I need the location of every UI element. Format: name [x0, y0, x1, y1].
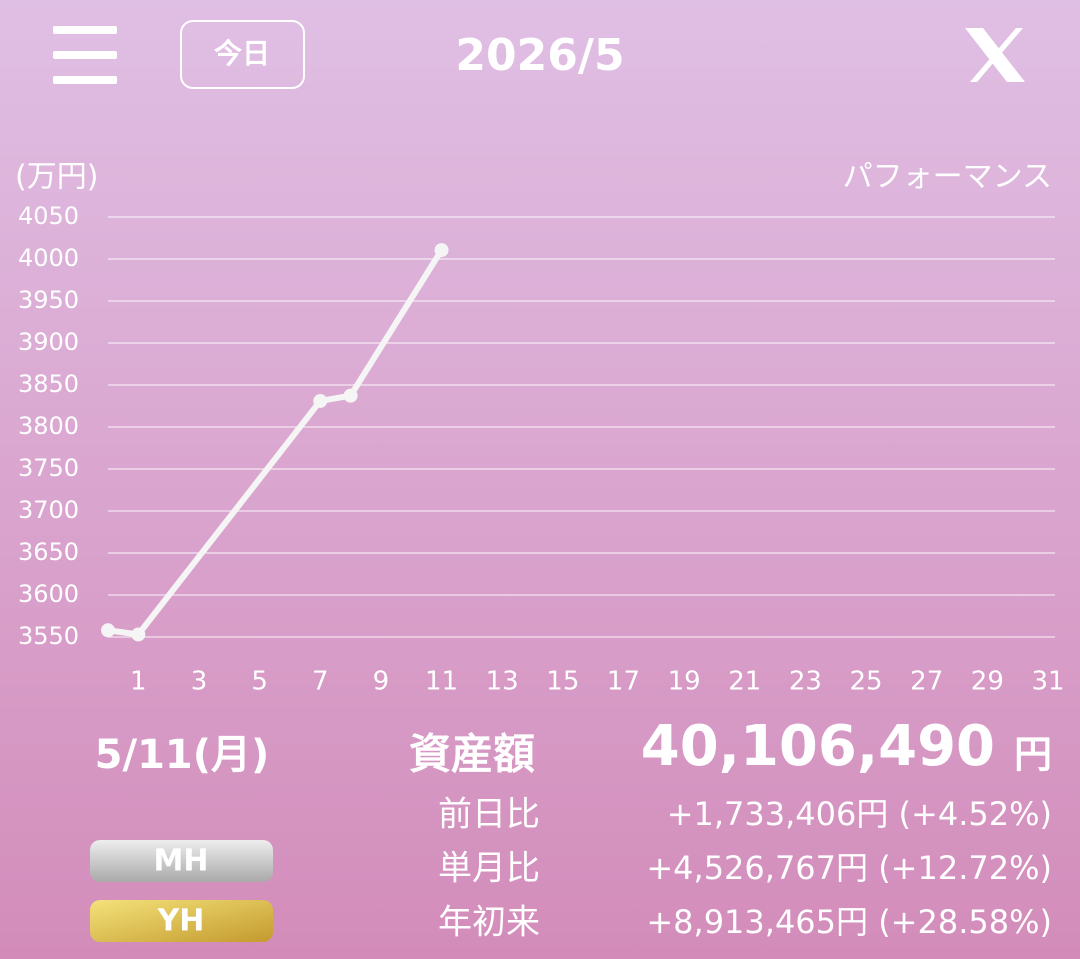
- today-label[interactable]: 今日: [214, 37, 270, 70]
- x-tick-label: 13: [486, 667, 519, 697]
- row-value: +1,733,406円 (+4.52%): [667, 795, 1052, 833]
- x-tick-label: 27: [910, 667, 943, 697]
- chart: 3550 3600 3650 3700 3750 3800 3850 3900 3950 4000…: [18, 202, 1065, 697]
- row-value: +8,913,465円 (+28.58%): [646, 903, 1052, 941]
- y-tick-label: 3950: [18, 286, 79, 314]
- y-axis-label: (万円): [15, 160, 98, 195]
- point: [434, 243, 449, 258]
- x-tick-label: 25: [850, 667, 883, 697]
- x-share-icon[interactable]: [965, 28, 1025, 82]
- asset-unit: 円: [1014, 733, 1052, 777]
- x-tick-label: 15: [546, 667, 579, 697]
- x-tick-label: 21: [728, 667, 761, 697]
- x-tick-label: 23: [789, 667, 822, 697]
- x-tick-label: 9: [373, 667, 390, 697]
- row-label: 前日比: [438, 795, 540, 835]
- y-tick-label: 3700: [18, 496, 79, 524]
- month-title: 2026/5: [455, 30, 624, 81]
- yh-label[interactable]: YH: [157, 904, 205, 939]
- y-tick-label: 4000: [18, 244, 79, 272]
- x-tick-label: 11: [425, 667, 458, 697]
- chart-title: パフォーマンス: [843, 160, 1052, 195]
- x-tick-label: 19: [668, 667, 701, 697]
- asset-value: 40,106,490: [641, 714, 995, 779]
- x-tick-label: 3: [191, 667, 208, 697]
- y-tick-label: 3800: [18, 412, 79, 440]
- point: [101, 623, 115, 638]
- y-tick-label: 3650: [18, 538, 79, 566]
- x-tick-label: 17: [607, 667, 640, 697]
- y-tick-label: 3850: [18, 370, 79, 398]
- point: [131, 627, 146, 642]
- x-tick-label: 31: [1031, 667, 1064, 697]
- x-tick-label: 7: [312, 667, 329, 697]
- x-tick-label: 5: [251, 667, 268, 697]
- y-tick-label: 3750: [18, 454, 79, 482]
- x-tick-label: 1: [130, 667, 147, 697]
- menu-icon[interactable]: [53, 26, 117, 84]
- point: [343, 388, 358, 403]
- row-label: 単月比: [438, 849, 540, 889]
- mh-button[interactable]: [90, 840, 273, 882]
- row-value: +4,526,767円 (+12.72%): [646, 849, 1052, 887]
- y-tick-label: 4050: [18, 202, 79, 230]
- yh-button[interactable]: [90, 900, 273, 942]
- point: [313, 393, 328, 408]
- row-label: 年初来: [438, 903, 540, 943]
- y-tick-label: 3600: [18, 580, 79, 608]
- today-button[interactable]: [180, 20, 305, 89]
- asset-label: 資産額: [409, 730, 535, 779]
- y-tick-label: 3550: [18, 622, 79, 650]
- mh-label[interactable]: MH: [154, 844, 209, 879]
- date-label: 5/11(月): [95, 732, 270, 778]
- y-tick-label: 3900: [18, 328, 79, 356]
- x-tick-label: 29: [971, 667, 1004, 697]
